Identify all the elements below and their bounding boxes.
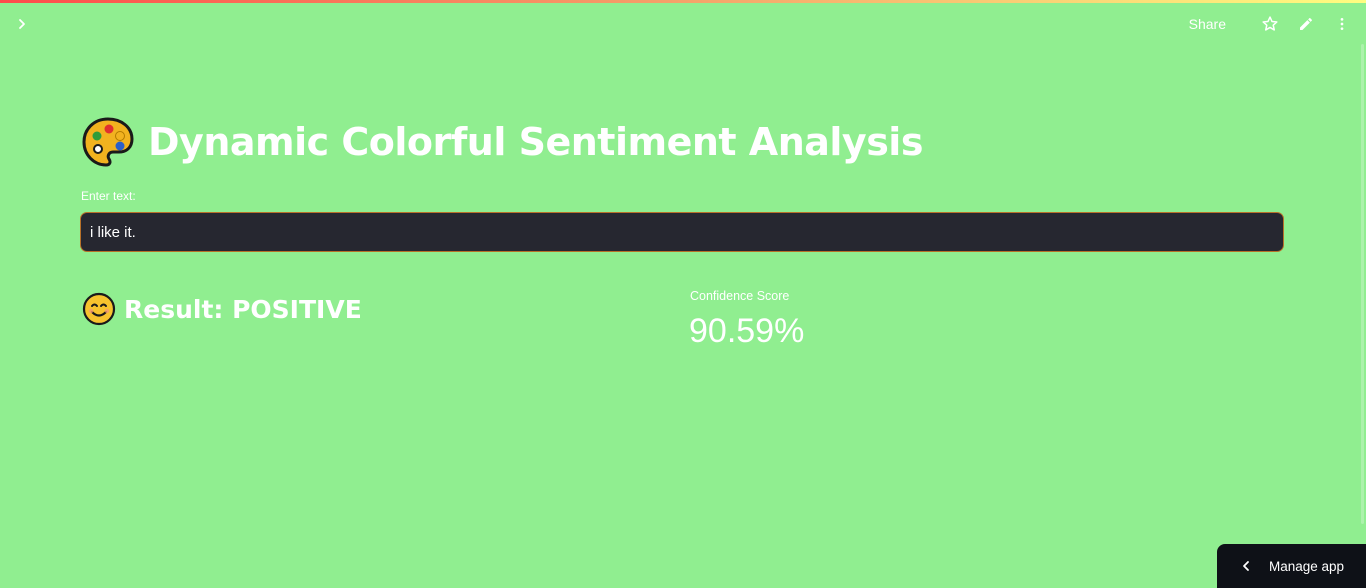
manage-app-button[interactable]: Manage app (1217, 544, 1366, 588)
scrollbar[interactable] (1361, 44, 1364, 524)
share-button[interactable]: Share (1188, 16, 1226, 32)
top-decoration-bar (0, 0, 1366, 3)
star-button[interactable] (1260, 14, 1280, 34)
manage-app-label: Manage app (1269, 558, 1345, 574)
edit-pencil-icon (1300, 18, 1312, 30)
chevron-left-icon (1239, 559, 1253, 573)
sidebar-toggle-button[interactable] (12, 14, 32, 34)
result-text: Result: POSITIVE (124, 294, 362, 324)
confidence-score-value: 90.59% (689, 312, 805, 350)
text-input-label: Enter text: (81, 189, 136, 203)
chevron-right-icon (19, 19, 25, 29)
main-menu-button[interactable] (1332, 14, 1352, 34)
more-vertical-icon (1340, 18, 1344, 30)
result-heading: Result: POSITIVE (82, 290, 362, 328)
smiling-face-icon (82, 292, 116, 326)
text-input[interactable] (80, 212, 1284, 252)
page-title: Dynamic Colorful Sentiment Analysis (148, 120, 923, 164)
header-toolbar: Share (1189, 12, 1352, 36)
confidence-score-label: Confidence Score (690, 289, 790, 303)
palette-icon (82, 117, 134, 167)
edit-button[interactable] (1296, 14, 1316, 34)
star-icon (1262, 16, 1278, 31)
page-title-row: Dynamic Colorful Sentiment Analysis (80, 112, 923, 172)
